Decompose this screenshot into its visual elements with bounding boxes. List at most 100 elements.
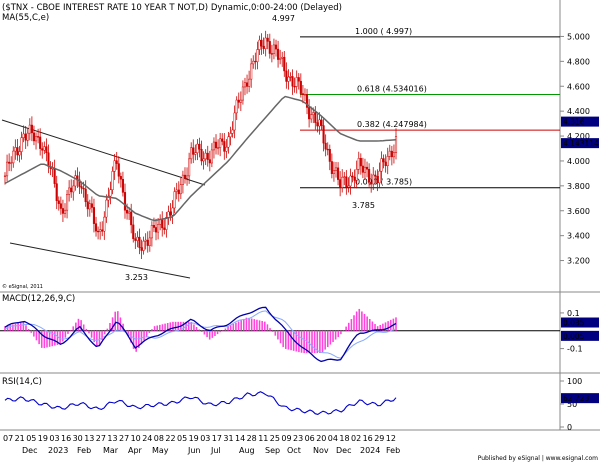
macd-tick-label: -0.1 xyxy=(567,345,583,354)
candle-body xyxy=(219,138,222,148)
date-day-tick: 22 xyxy=(165,434,175,443)
signal-value-tag: 0.005 xyxy=(563,332,585,341)
candle-body xyxy=(225,146,228,152)
candle-body xyxy=(272,44,275,54)
candle-body xyxy=(328,149,331,162)
candle-body xyxy=(115,160,118,164)
date-day-tick: 30 xyxy=(73,434,83,443)
candle-body xyxy=(34,136,38,142)
date-month-label: Jun xyxy=(187,446,201,455)
candle-body xyxy=(68,187,71,195)
candle-body xyxy=(308,107,311,120)
candle-body xyxy=(330,161,333,174)
candle-body xyxy=(312,112,315,115)
candle-body xyxy=(103,216,106,232)
candle-body xyxy=(113,160,116,172)
candle-body xyxy=(144,239,147,242)
candle-body xyxy=(163,227,166,230)
date-day-tick: 12 xyxy=(386,434,396,443)
candle-body xyxy=(198,143,201,150)
candle-body xyxy=(256,49,259,62)
price-tick-label: 5.000 xyxy=(567,32,590,41)
date-month-label: Dec xyxy=(336,446,351,455)
candle-body xyxy=(45,146,48,154)
candle-body xyxy=(6,161,9,177)
date-day-tick: 09 xyxy=(281,434,291,443)
candle-body xyxy=(132,224,135,239)
candle-body xyxy=(223,141,226,152)
signal-value-tag-bg xyxy=(561,330,599,341)
date-day-tick: 23 xyxy=(293,434,303,443)
candle-body xyxy=(161,219,164,229)
candle-body xyxy=(229,133,232,138)
date-month-label: Nov xyxy=(313,446,329,455)
date-day-tick: 16 xyxy=(363,434,373,443)
candle-body xyxy=(59,203,62,209)
date-month-label: Apr xyxy=(128,446,143,455)
candle-body xyxy=(18,151,21,156)
candle-body xyxy=(157,224,160,233)
candle-body xyxy=(277,48,280,60)
candle-body xyxy=(22,133,25,138)
date-month-label: Mar xyxy=(103,446,119,455)
date-day-tick: 21 xyxy=(15,434,25,443)
annotation-low-3785: 3.785 xyxy=(352,201,375,210)
ma-price-tag: 4.143114 xyxy=(563,139,599,148)
candle-body xyxy=(322,125,325,144)
price-candles xyxy=(3,30,398,260)
fib-label: 1.000 ( 4.997) xyxy=(355,27,412,36)
candle-body xyxy=(32,132,36,142)
date-day-tick: 19 xyxy=(38,434,48,443)
candle-body xyxy=(291,76,294,87)
candle-body xyxy=(295,77,298,87)
candle-body xyxy=(63,209,67,214)
candle-body xyxy=(299,80,302,94)
rsi-tick-label: 0 xyxy=(567,423,572,432)
candle-body xyxy=(314,112,317,123)
candle-body xyxy=(279,57,282,60)
candle-body xyxy=(43,146,46,151)
candle-body xyxy=(152,225,156,228)
candle-body xyxy=(339,179,342,188)
ma-55-line xyxy=(4,95,397,222)
candle-body xyxy=(248,78,251,87)
date-day-tick: 05 xyxy=(177,434,187,443)
candle-body xyxy=(337,167,340,180)
price-tick-label: 3.400 xyxy=(567,232,590,241)
channel-lower-line xyxy=(9,242,191,279)
moving-average xyxy=(4,95,397,222)
publisher-footer: Published by eSignal | www.esignal.com xyxy=(478,455,598,462)
candle-body xyxy=(148,237,151,246)
candle-body xyxy=(140,247,143,251)
candle-body xyxy=(8,161,11,164)
date-day-tick: 29 xyxy=(374,434,384,443)
annotation-low-3253: 3.253 xyxy=(125,273,148,282)
candle-body xyxy=(101,229,104,232)
candle-body xyxy=(301,93,304,95)
ma-legend: MA(55,C,e) xyxy=(2,13,49,23)
candle-body xyxy=(368,168,371,183)
candle-body xyxy=(287,76,290,82)
date-day-tick: 17 xyxy=(212,434,222,443)
candle-body xyxy=(297,77,300,82)
candle-body xyxy=(188,158,191,177)
candle-body xyxy=(14,147,17,152)
candle-body xyxy=(384,161,387,167)
candle-body xyxy=(378,170,381,184)
candle-body xyxy=(264,37,267,49)
candle-body xyxy=(39,136,42,149)
macd-line xyxy=(4,306,397,363)
candle-body xyxy=(382,158,385,163)
downtrend-channel xyxy=(1,119,206,279)
candle-body xyxy=(86,201,89,210)
date-day-tick: 31 xyxy=(223,434,233,443)
rsi-value-tag-bg xyxy=(561,393,599,404)
candle-body xyxy=(394,136,398,153)
candle-body xyxy=(167,211,170,218)
price-tick-label: 4.200 xyxy=(567,132,590,141)
candle-body xyxy=(26,132,29,141)
candle-body xyxy=(119,176,122,180)
candle-body xyxy=(186,175,189,179)
